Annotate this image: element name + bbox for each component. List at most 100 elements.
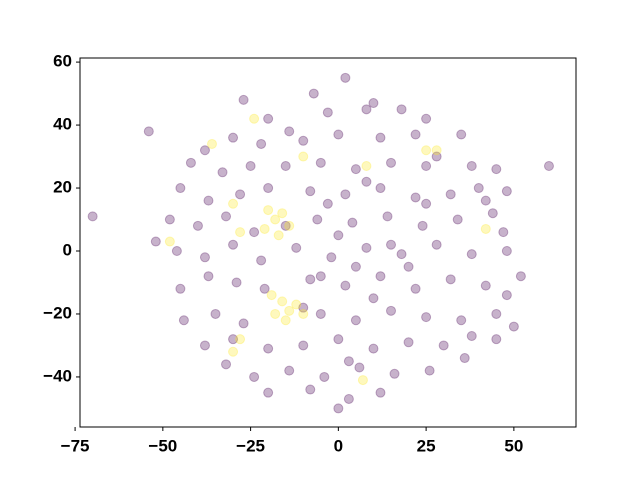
point — [315, 308, 326, 319]
point — [410, 283, 421, 294]
point — [249, 227, 260, 238]
point — [361, 176, 372, 187]
point — [501, 186, 512, 197]
point — [228, 132, 239, 143]
point — [421, 145, 432, 156]
point — [263, 387, 274, 398]
point — [368, 293, 379, 304]
point — [361, 104, 372, 115]
point — [238, 94, 249, 105]
point — [178, 315, 189, 326]
point — [491, 334, 502, 345]
point — [259, 283, 270, 294]
point — [424, 365, 435, 376]
point — [333, 403, 344, 414]
point — [543, 160, 554, 171]
point — [231, 277, 242, 288]
point — [515, 271, 526, 282]
point — [410, 129, 421, 140]
point — [263, 343, 274, 354]
point — [298, 340, 309, 351]
y-tick-label: 0 — [63, 240, 72, 259]
point — [340, 72, 351, 83]
point — [386, 239, 397, 250]
point — [421, 198, 432, 209]
point — [410, 192, 421, 203]
point — [308, 88, 319, 99]
point — [280, 160, 291, 171]
point — [221, 359, 232, 370]
point — [256, 255, 267, 266]
point — [480, 280, 491, 291]
point — [263, 183, 274, 194]
point — [235, 189, 246, 200]
point — [386, 305, 397, 316]
y-tick-label: 20 — [53, 178, 72, 197]
point — [203, 195, 214, 206]
point — [291, 242, 302, 253]
point — [431, 151, 442, 162]
point — [382, 211, 393, 222]
point — [259, 223, 270, 234]
point — [199, 340, 210, 351]
point — [280, 315, 291, 326]
point — [171, 246, 182, 257]
point — [340, 280, 351, 291]
point — [333, 334, 344, 345]
point — [284, 126, 295, 137]
point — [350, 315, 361, 326]
point — [143, 126, 154, 137]
point — [466, 331, 477, 342]
point — [357, 375, 368, 386]
point — [340, 189, 351, 200]
point — [263, 205, 274, 216]
point — [396, 249, 407, 260]
point — [438, 340, 449, 351]
point — [235, 227, 246, 238]
point — [228, 346, 239, 357]
point — [466, 160, 477, 171]
x-tick-label: 25 — [417, 436, 436, 455]
point — [203, 271, 214, 282]
point — [361, 160, 372, 171]
point — [298, 135, 309, 146]
y-tick-label: −40 — [43, 366, 72, 385]
point — [175, 183, 186, 194]
point — [175, 283, 186, 294]
point — [480, 195, 491, 206]
point — [263, 113, 274, 124]
point — [249, 113, 260, 124]
point — [368, 98, 379, 109]
point — [333, 129, 344, 140]
point — [277, 296, 288, 307]
point — [459, 353, 470, 364]
point — [452, 214, 463, 225]
point — [249, 371, 260, 382]
point — [235, 334, 246, 345]
point — [473, 183, 484, 194]
point — [350, 261, 361, 272]
point — [245, 160, 256, 171]
x-tick-label: 50 — [504, 436, 523, 455]
point — [445, 189, 456, 200]
point — [375, 183, 386, 194]
point — [277, 208, 288, 219]
x-tick-label: −25 — [236, 436, 265, 455]
point — [456, 129, 467, 140]
point — [350, 164, 361, 175]
point — [298, 302, 309, 313]
point — [266, 290, 277, 301]
point — [480, 223, 491, 234]
point — [431, 239, 442, 250]
point — [228, 334, 239, 345]
point — [501, 246, 512, 257]
point — [445, 274, 456, 285]
point — [498, 227, 509, 238]
point — [375, 387, 386, 398]
point — [403, 337, 414, 348]
point — [333, 230, 344, 241]
point — [228, 239, 239, 250]
point — [192, 220, 203, 231]
point — [164, 236, 175, 247]
